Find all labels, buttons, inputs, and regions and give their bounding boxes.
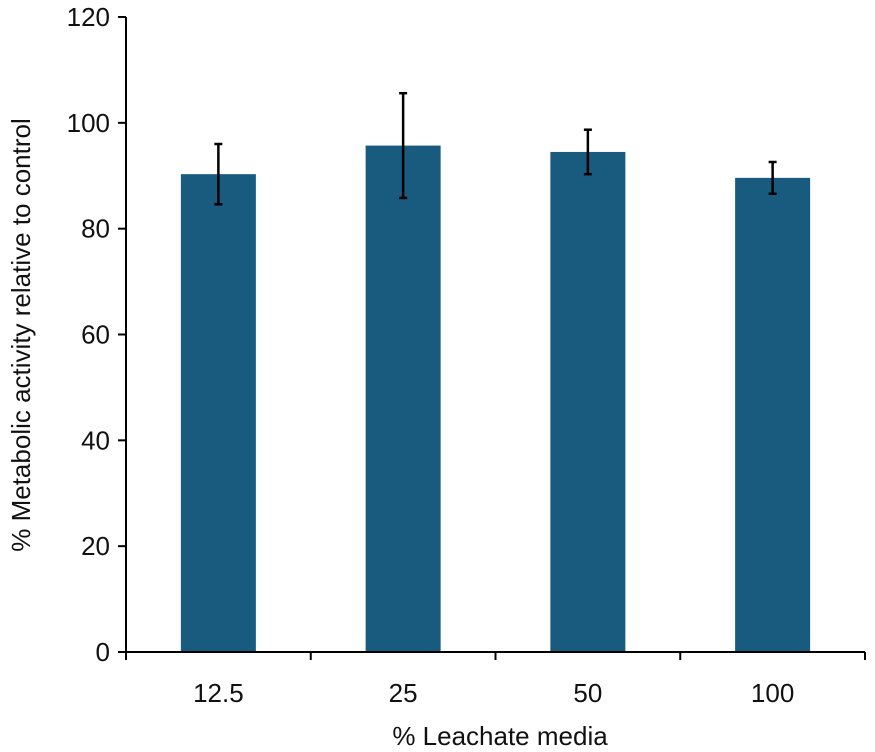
x-tick-label: 100 <box>751 678 794 708</box>
x-axis-title: % Leachate media <box>392 721 608 751</box>
y-tick-label: 60 <box>81 320 110 350</box>
y-tick-label: 40 <box>81 425 110 455</box>
x-tick-label: 12.5 <box>193 678 244 708</box>
y-tick-label: 0 <box>96 637 110 667</box>
x-tick-label: 50 <box>573 678 602 708</box>
x-tick-label: 25 <box>389 678 418 708</box>
y-axis-title: % Metabolic activity relative to control <box>6 118 36 552</box>
y-tick-label: 100 <box>67 108 110 138</box>
plot-area: 0 20 40 60 80 100 120 12.5 25 50 100 <box>67 2 866 708</box>
y-tick-label: 20 <box>81 531 110 561</box>
bar <box>365 145 441 652</box>
bar <box>735 177 811 652</box>
bar <box>180 174 256 652</box>
y-tick-label: 120 <box>67 2 110 32</box>
bar <box>550 151 626 652</box>
y-tick-label: 80 <box>81 214 110 244</box>
